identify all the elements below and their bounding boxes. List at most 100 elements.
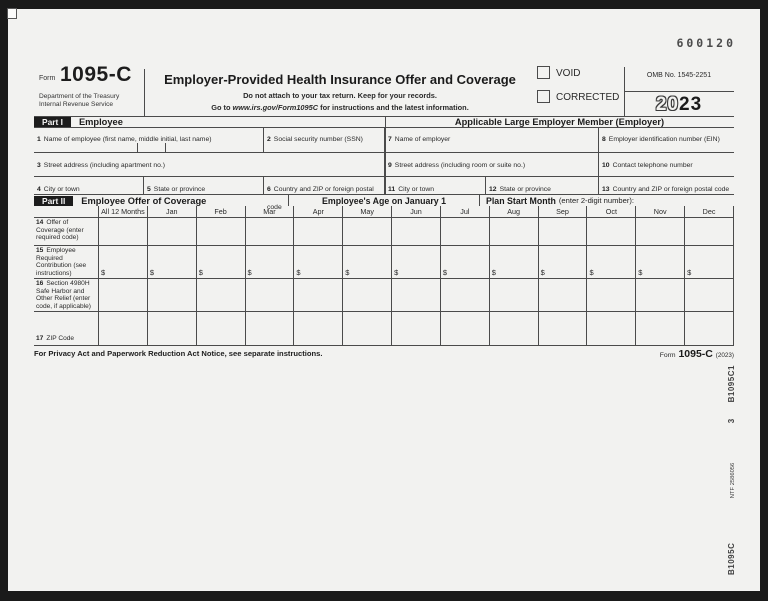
field-number: 10 — [602, 162, 610, 169]
entry-cell-line15-feb[interactable]: $ — [197, 246, 246, 278]
entry-cell-line15-may[interactable]: $ — [343, 246, 393, 278]
month-column-header: Apr — [294, 206, 344, 217]
entry-cell-line15-jan[interactable]: $ — [148, 246, 197, 278]
field-1-employee-name[interactable]: 1 Name of employee (first name, middle in… — [34, 127, 264, 152]
entry-cell-line16-jul[interactable] — [441, 279, 490, 311]
field-2-ssn[interactable]: 2 Social security number (SSN) — [264, 127, 385, 152]
entry-cell-line16-sep[interactable] — [539, 279, 588, 311]
field-number: 3 — [37, 162, 41, 169]
field-11-employer-city[interactable]: 11 City or town — [385, 177, 486, 194]
entry-cell-line16-dec[interactable] — [685, 279, 734, 311]
field-6-employee-country-zip[interactable]: 6 Country and ZIP or foreign postal code — [264, 177, 385, 211]
entry-cell-line17-aug[interactable] — [490, 312, 539, 345]
entry-cell-line16-jun[interactable] — [392, 279, 441, 311]
entry-cell-line14-dec[interactable] — [685, 218, 734, 245]
stock-code-ntf: NTF 2586056 — [730, 462, 736, 499]
entry-cell-line16-all12[interactable] — [99, 279, 148, 311]
entry-cell-line14-oct[interactable] — [587, 218, 637, 245]
entry-cell-line16-jan[interactable] — [148, 279, 197, 311]
entry-cell-line14-jul[interactable] — [441, 218, 490, 245]
entry-cell-line15-dec[interactable]: $ — [685, 246, 734, 278]
entry-cell-line15-jul[interactable]: $ — [441, 246, 490, 278]
month-column-header: Sep — [539, 206, 588, 217]
row-label: 17 ZIP Code — [34, 312, 99, 345]
dept-line2: Internal Revenue Service — [39, 101, 114, 108]
instruction-suffix: for instructions and the latest informat… — [320, 103, 469, 112]
entry-cell-line14-jan[interactable] — [148, 218, 197, 245]
irs-url: www.irs.gov/Form1095C — [232, 103, 319, 112]
field-3-employee-street[interactable]: 3 Street address (including apartment no.… — [34, 153, 385, 176]
name-separator-tick — [137, 143, 138, 152]
void-checkbox[interactable] — [537, 66, 550, 79]
row-number: 17 — [36, 335, 44, 343]
part1-center-divider — [385, 116, 386, 194]
dollar-sign: $ — [491, 268, 496, 277]
dollar-sign: $ — [540, 268, 545, 277]
entry-cell-line17-dec[interactable] — [685, 312, 734, 345]
entry-cell-line17-nov[interactable] — [636, 312, 686, 345]
row-number: 14 — [36, 219, 44, 226]
entry-cell-line14-jun[interactable] — [392, 218, 441, 245]
field-label: Employer identification number (EIN) — [608, 136, 720, 143]
entry-cell-line15-nov[interactable]: $ — [636, 246, 686, 278]
entry-cell-line14-aug[interactable] — [490, 218, 539, 245]
entry-cell-line17-oct[interactable] — [587, 312, 637, 345]
entry-cell-line15-mar[interactable]: $ — [246, 246, 295, 278]
field-7-employer-name[interactable]: 7 Name of employer — [385, 127, 599, 152]
table-row-line-16: 16 Section 4980H Safe Harbor and Other Re… — [34, 278, 734, 311]
field-12-employer-state[interactable]: 12 State or province — [486, 177, 599, 194]
entry-cell-line16-mar[interactable] — [246, 279, 295, 311]
entry-cell-line16-nov[interactable] — [636, 279, 686, 311]
entry-cell-line17-may[interactable] — [343, 312, 393, 345]
field-number: 1 — [37, 136, 41, 143]
entry-cell-line14-all12[interactable] — [99, 218, 148, 245]
part2-header-bar: Part II Employee Offer of Coverage Emplo… — [34, 194, 734, 206]
field-label: Name of employee (first name, middle ini… — [43, 136, 212, 143]
field-8-ein[interactable]: 8 Employer identification number (EIN) — [599, 127, 734, 152]
entry-cell-line16-aug[interactable] — [490, 279, 539, 311]
entry-cell-line14-may[interactable] — [343, 218, 393, 245]
stock-code-1: B1095C — [727, 542, 736, 575]
field-10-phone[interactable]: 10 Contact telephone number — [599, 153, 734, 176]
entry-cell-line16-feb[interactable] — [197, 279, 246, 311]
entry-cell-line17-jul[interactable] — [441, 312, 490, 345]
form-page: 600120 Form 1095-C Department of the Tre… — [7, 8, 760, 591]
void-label: VOID — [556, 68, 581, 79]
plan-start-month-segment[interactable]: Plan Start Month (enter 2-digit number): — [480, 195, 734, 206]
entry-cell-line15-sep[interactable]: $ — [539, 246, 588, 278]
entry-cell-line14-nov[interactable] — [636, 218, 686, 245]
entry-cell-line14-feb[interactable] — [197, 218, 246, 245]
entry-cell-line17-sep[interactable] — [539, 312, 588, 345]
entry-cell-line14-sep[interactable] — [539, 218, 588, 245]
entry-cell-line17-apr[interactable] — [294, 312, 344, 345]
field-9-employer-street[interactable]: 9 Street address (including room or suite… — [385, 153, 599, 176]
entry-cell-line16-apr[interactable] — [294, 279, 344, 311]
entry-cell-line17-mar[interactable] — [246, 312, 295, 345]
field-label: Social security number (SSN) — [273, 136, 363, 143]
entry-cell-line14-apr[interactable] — [294, 218, 344, 245]
entry-cell-line16-may[interactable] — [343, 279, 393, 311]
corrected-checkbox[interactable] — [537, 90, 550, 103]
field-13-employer-country-zip[interactable]: 13 Country and ZIP or foreign postal code — [599, 177, 734, 194]
field-4-employee-city[interactable]: 4 City or town — [34, 177, 144, 194]
entry-cell-line17-all12[interactable] — [99, 312, 148, 345]
entry-cell-line17-jun[interactable] — [392, 312, 441, 345]
entry-cell-line16-oct[interactable] — [587, 279, 637, 311]
entry-cell-line15-oct[interactable]: $ — [587, 246, 637, 278]
form-number: 1095-C — [60, 63, 132, 86]
entry-cell-line17-jan[interactable] — [148, 312, 197, 345]
entry-cell-line15-apr[interactable]: $ — [294, 246, 344, 278]
month-column-header: Feb — [197, 206, 246, 217]
row-label-text: ZIP Code — [46, 335, 75, 343]
entry-cell-line14-mar[interactable] — [246, 218, 295, 245]
entry-cell-line15-aug[interactable]: $ — [490, 246, 539, 278]
field-5-employee-state[interactable]: 5 State or province — [144, 177, 264, 194]
month-column-header: Jan — [148, 206, 197, 217]
entry-cell-line15-jun[interactable]: $ — [392, 246, 441, 278]
corrected-label: CORRECTED — [556, 92, 620, 103]
entry-cell-line17-feb[interactable] — [197, 312, 246, 345]
plan-start-month-label: Plan Start Month — [486, 195, 556, 206]
field-label: Country and ZIP or foreign postal code — [267, 186, 374, 211]
entry-cell-line15-all12[interactable]: $ — [99, 246, 148, 278]
part1-employer-title: Applicable Large Employer Member (Employ… — [454, 117, 665, 127]
